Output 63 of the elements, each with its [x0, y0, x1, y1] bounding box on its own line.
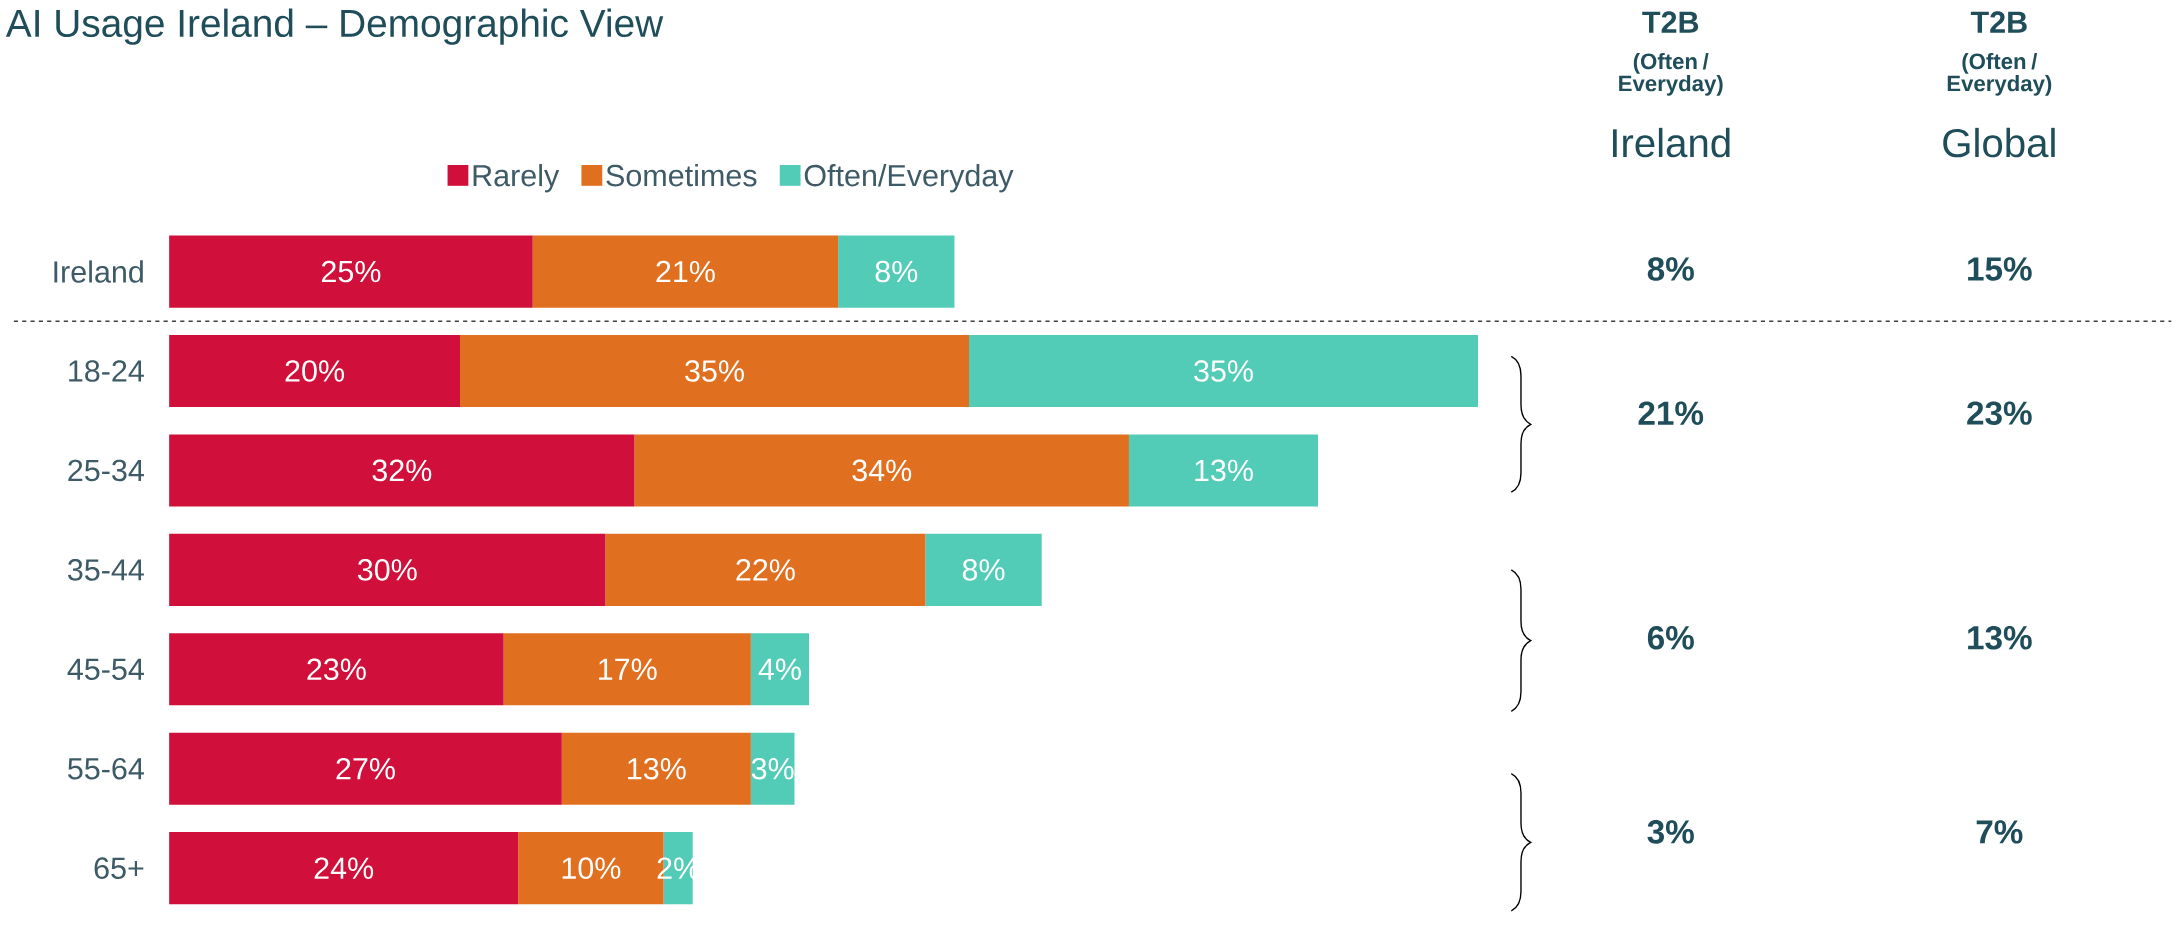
data-label: 20% [285, 360, 345, 382]
bar [561, 732, 751, 805]
bar [169, 235, 533, 308]
text: 23% [1967, 401, 2032, 426]
bar [969, 335, 1478, 408]
bar [503, 633, 751, 706]
bar [169, 533, 606, 607]
data-label: 35% [685, 360, 744, 382]
data-label: 4% [758, 658, 801, 681]
y-tick-label: 65+ [94, 857, 144, 880]
legend-label: Sometimes [606, 164, 757, 187]
text: 6% [1647, 626, 1694, 650]
text: 8% [1647, 257, 1694, 281]
data-label: 8% [875, 260, 918, 283]
data-label: 13% [1195, 459, 1253, 482]
data-label: 34% [852, 459, 912, 482]
bar [169, 434, 635, 507]
data-label: 3% [751, 758, 794, 780]
data-label: 22% [736, 559, 795, 581]
y-tick-label: Ireland [54, 260, 143, 283]
data-label: 30% [357, 559, 417, 581]
y-tick-label: 18-24 [69, 360, 144, 382]
text: 7% [1976, 820, 2023, 844]
data-label: 32% [372, 459, 432, 482]
bar [532, 235, 839, 308]
y-tick-label: 35-44 [67, 559, 144, 581]
text: 3% [1647, 820, 1694, 844]
data-label: 35% [1194, 360, 1253, 382]
data-label: 10% [562, 857, 621, 880]
data-label: 27% [336, 758, 395, 780]
bar [169, 732, 562, 805]
data-label: 13% [628, 758, 686, 780]
bar [838, 235, 955, 308]
data-label: 23% [307, 658, 366, 681]
text: 13% [1968, 626, 2032, 650]
text: 21% [1638, 401, 1704, 426]
text: T2B [1642, 11, 1699, 33]
text: T2B [1970, 11, 2027, 33]
bar [169, 633, 504, 706]
bar [169, 335, 461, 408]
legend-label: Often/Everyday [804, 164, 1014, 193]
bar [460, 335, 969, 408]
data-label: 17% [599, 658, 657, 681]
data-label: 25% [321, 260, 381, 283]
y-tick-label: 25-34 [68, 459, 144, 482]
bar [750, 633, 810, 706]
legend-label: Rarely [473, 164, 560, 193]
text: Ireland [1612, 127, 1730, 158]
bar [169, 832, 519, 905]
text: 15% [1968, 257, 2032, 281]
bar [634, 434, 1129, 507]
text: (Often / Everyday) [1947, 53, 2052, 96]
data-label: 8% [962, 559, 1005, 581]
data-label: 24% [314, 857, 374, 879]
bar [1128, 434, 1319, 507]
bar [925, 533, 1042, 607]
text: Global [1943, 127, 2055, 158]
text: (Often / Everyday) [1619, 53, 1723, 96]
y-tick-label: 55-64 [68, 758, 144, 780]
chart-title: AI Usage Ireland – Demographic View [5, 8, 664, 45]
y-tick-label: 45-54 [67, 658, 144, 681]
data-label: 21% [656, 260, 715, 283]
bar [605, 533, 926, 607]
